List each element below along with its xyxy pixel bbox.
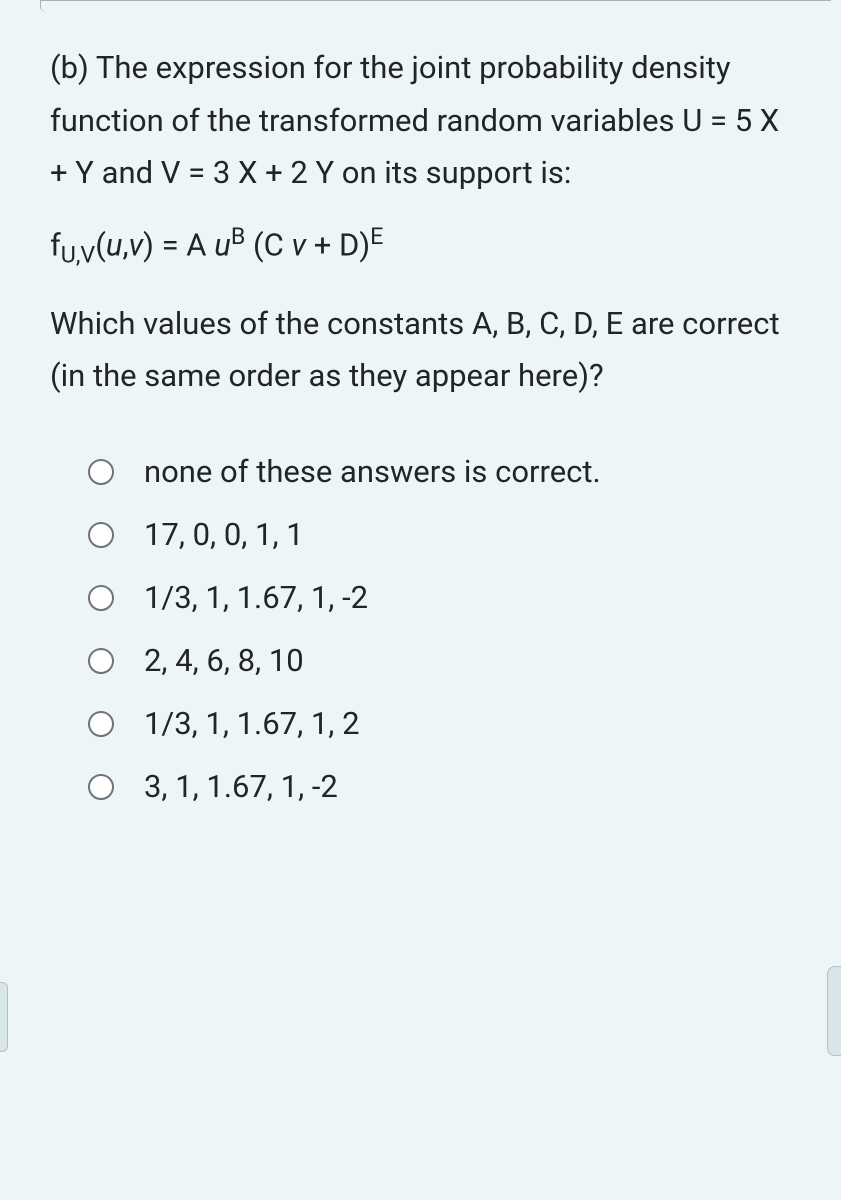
question-stem-2: Which values of the constants A, B, C, D… <box>50 298 801 403</box>
question-stem-1: (b) The expression for the joint probabi… <box>50 42 801 200</box>
options-list: none of these answers is correct. 17, 0,… <box>50 453 801 805</box>
option-row[interactable]: 1/3, 1, 1.67, 1, 2 <box>88 705 801 742</box>
option-row[interactable]: 2, 4, 6, 8, 10 <box>88 642 801 679</box>
formula-sup-e: E <box>370 222 383 250</box>
formula-v: v <box>129 226 144 263</box>
option-label: none of these answers is correct. <box>144 453 601 490</box>
option-label: 1/3, 1, 1.67, 1, 2 <box>144 705 360 742</box>
option-label: 1/3, 1, 1.67, 1, -2 <box>144 579 368 616</box>
formula-v2: v <box>291 226 306 263</box>
formula-eq: ) = A <box>143 226 214 263</box>
formula-u: u <box>106 226 123 263</box>
option-label: 2, 4, 6, 8, 10 <box>144 642 304 679</box>
radio-button[interactable] <box>88 774 114 800</box>
option-label: 17, 0, 0, 1, 1 <box>144 516 304 553</box>
panel-top-border <box>40 0 831 12</box>
formula-u2: u <box>214 226 231 263</box>
formula-plus: + D) <box>306 226 370 263</box>
radio-button[interactable] <box>88 522 114 548</box>
radio-button[interactable] <box>88 585 114 611</box>
formula: fU,V(u,v) = A uB (C v + D)E <box>50 218 801 274</box>
formula-mid: (C <box>245 226 291 263</box>
option-label: 3, 1, 1.67, 1, -2 <box>144 768 338 805</box>
formula-open: ( <box>95 226 106 263</box>
option-row[interactable]: 3, 1, 1.67, 1, -2 <box>88 768 801 805</box>
option-row[interactable]: 17, 0, 0, 1, 1 <box>88 516 801 553</box>
radio-button[interactable] <box>88 711 114 737</box>
question-content: (b) The expression for the joint probabi… <box>0 12 841 871</box>
right-flag-tab[interactable] <box>827 966 841 1056</box>
left-flag-tab[interactable] <box>0 982 8 1052</box>
option-row[interactable]: none of these answers is correct. <box>88 453 801 490</box>
radio-button[interactable] <box>88 648 114 674</box>
formula-subscript: U,V <box>61 241 95 269</box>
formula-f: f <box>50 226 61 263</box>
option-row[interactable]: 1/3, 1, 1.67, 1, -2 <box>88 579 801 616</box>
formula-sup-b: B <box>231 222 246 250</box>
radio-button[interactable] <box>88 459 114 485</box>
